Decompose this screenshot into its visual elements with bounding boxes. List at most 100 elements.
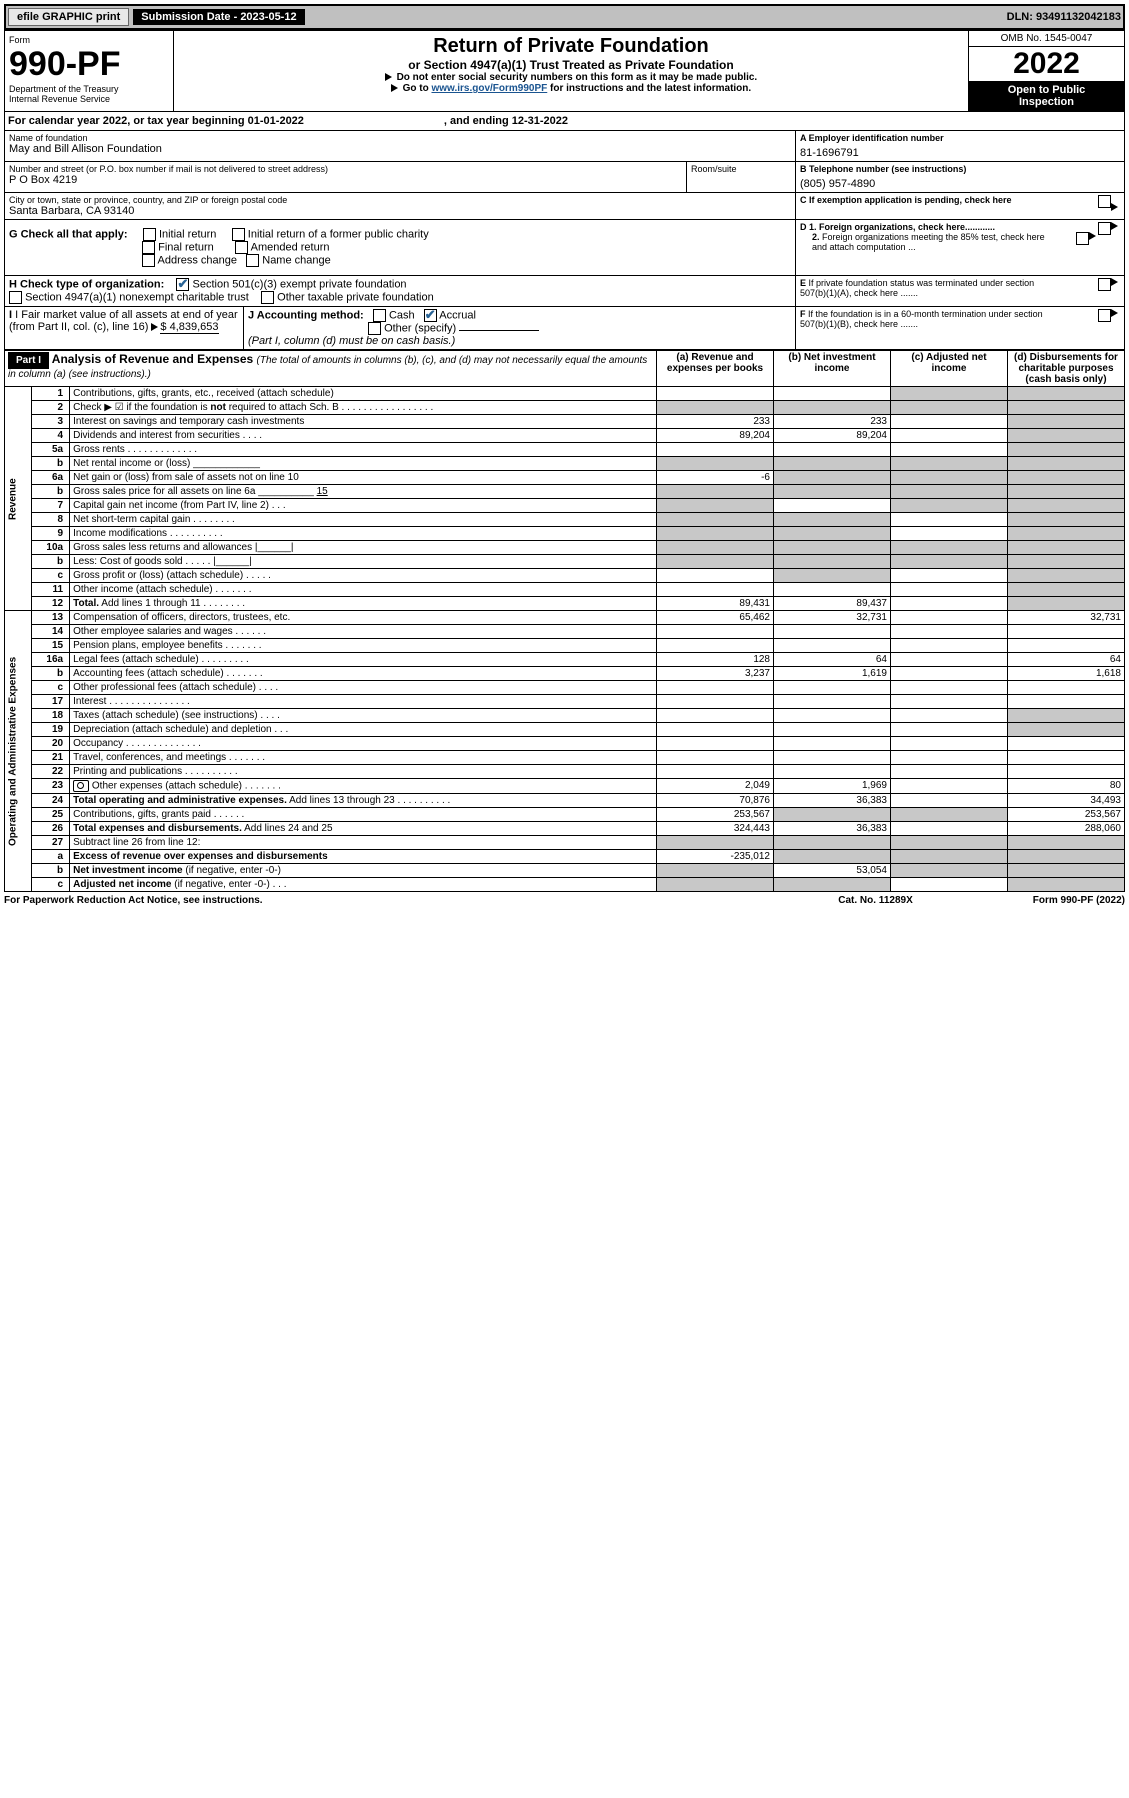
line-text: Other employee salaries and wages . . . … [70, 625, 657, 639]
checkbox-accrual[interactable] [424, 309, 437, 322]
cell-d [1008, 429, 1125, 443]
line-number: b [32, 457, 70, 471]
checkbox-4947[interactable] [9, 291, 22, 304]
line-number: c [32, 878, 70, 892]
cell-b [774, 625, 891, 639]
cell-b [774, 681, 891, 695]
table-row: 23 Other expenses (attach schedule) . . … [5, 779, 1125, 794]
line-number: b [32, 485, 70, 499]
line-number: 15 [32, 639, 70, 653]
form-header: Form 990-PF Department of the Treasury I… [4, 30, 1125, 112]
cell-c [891, 653, 1008, 667]
cell-d [1008, 513, 1125, 527]
tax-year: 2022 [969, 47, 1124, 81]
table-row: 3Interest on savings and temporary cash … [5, 415, 1125, 429]
table-row: 17Interest . . . . . . . . . . . . . . . [5, 695, 1125, 709]
cell-a [657, 499, 774, 513]
cell-a: 89,204 [657, 429, 774, 443]
cell-b: 53,054 [774, 864, 891, 878]
line-text: Check ▶ ☑ if the foundation is not requi… [70, 401, 657, 415]
address: P O Box 4219 [9, 174, 682, 186]
line-number: c [32, 681, 70, 695]
line-text: Net short-term capital gain . . . . . . … [70, 513, 657, 527]
cell-a: 2,049 [657, 779, 774, 794]
calendar-year: For calendar year 2022, or tax year begi… [5, 112, 1124, 131]
line-text: Compensation of officers, directors, tru… [70, 611, 657, 625]
cell-a [657, 443, 774, 457]
instruction-1: Do not enter social security numbers on … [178, 72, 964, 83]
table-row: bAccounting fees (attach schedule) . . .… [5, 667, 1125, 681]
side-label: Revenue [5, 387, 32, 611]
checkbox-other-method[interactable] [368, 322, 381, 335]
cell-a [657, 709, 774, 723]
cell-a: 65,462 [657, 611, 774, 625]
line-text: Depreciation (attach schedule) and deple… [70, 723, 657, 737]
line-number: 27 [32, 836, 70, 850]
addr-label: Number and street (or P.O. box number if… [9, 164, 682, 174]
checkbox-amended[interactable] [235, 241, 248, 254]
cell-a [657, 836, 774, 850]
cell-b [774, 583, 891, 597]
form-number: 990-PF [9, 45, 169, 84]
room-label: Room/suite [687, 162, 796, 192]
cell-c [891, 667, 1008, 681]
checkbox-other-tax[interactable] [261, 291, 274, 304]
cell-c [891, 822, 1008, 836]
checkbox-initial[interactable] [143, 228, 156, 241]
checkbox-501c3[interactable] [176, 278, 189, 291]
cell-a: 89,431 [657, 597, 774, 611]
checkbox-cash[interactable] [373, 309, 386, 322]
cell-c [891, 555, 1008, 569]
cell-d [1008, 836, 1125, 850]
checkbox-address[interactable] [142, 254, 155, 267]
cell-a [657, 765, 774, 779]
checkbox-c[interactable] [1098, 195, 1111, 208]
col-d: (d) Disbursements for charitable purpose… [1008, 351, 1125, 387]
cell-c [891, 850, 1008, 864]
cell-b [774, 513, 891, 527]
cell-a: -235,012 [657, 850, 774, 864]
cell-a [657, 625, 774, 639]
cell-d [1008, 878, 1125, 892]
line-text: Subtract line 26 from line 12: [70, 836, 657, 850]
line-text: Contributions, gifts, grants, etc., rece… [70, 387, 657, 401]
name-label: Name of foundation [9, 133, 791, 143]
cell-c [891, 499, 1008, 513]
table-row: 5aGross rents . . . . . . . . . . . . . [5, 443, 1125, 457]
checkbox-d2[interactable] [1076, 232, 1089, 245]
cell-d [1008, 737, 1125, 751]
cell-b: 1,619 [774, 667, 891, 681]
cell-b: 1,969 [774, 779, 891, 794]
cell-b [774, 569, 891, 583]
cell-d: 253,567 [1008, 808, 1125, 822]
cell-d [1008, 681, 1125, 695]
line-number: 10a [32, 541, 70, 555]
checkbox-e[interactable] [1098, 278, 1111, 291]
cell-a [657, 583, 774, 597]
table-row: 6aNet gain or (loss) from sale of assets… [5, 471, 1125, 485]
tel-label: B Telephone number (see instructions) [800, 164, 1120, 174]
checkbox-d1[interactable] [1098, 222, 1111, 235]
line-text: Less: Cost of goods sold . . . . . |____… [70, 555, 657, 569]
efile-print-button[interactable]: efile GRAPHIC print [8, 8, 129, 26]
cell-c [891, 695, 1008, 709]
line-text: Net rental income or (loss) ____________ [70, 457, 657, 471]
j-note: (Part I, column (d) must be on cash basi… [248, 335, 455, 347]
camera-icon[interactable] [73, 780, 89, 792]
line-text: Gross sales less returns and allowances … [70, 541, 657, 555]
cell-b [774, 541, 891, 555]
form-link[interactable]: www.irs.gov/Form990PF [431, 83, 547, 94]
checkbox-f[interactable] [1098, 309, 1111, 322]
line-number: 3 [32, 415, 70, 429]
checkbox-final[interactable] [142, 241, 155, 254]
col-c: (c) Adjusted net income [891, 351, 1008, 387]
line-text: Total operating and administrative expen… [70, 794, 657, 808]
cell-d: 80 [1008, 779, 1125, 794]
line-number: c [32, 569, 70, 583]
footer: For Paperwork Reduction Act Notice, see … [4, 892, 1125, 906]
checkbox-initial-former[interactable] [232, 228, 245, 241]
line-number: 5a [32, 443, 70, 457]
line-number: 14 [32, 625, 70, 639]
table-row: 27Subtract line 26 from line 12: [5, 836, 1125, 850]
checkbox-name[interactable] [246, 254, 259, 267]
